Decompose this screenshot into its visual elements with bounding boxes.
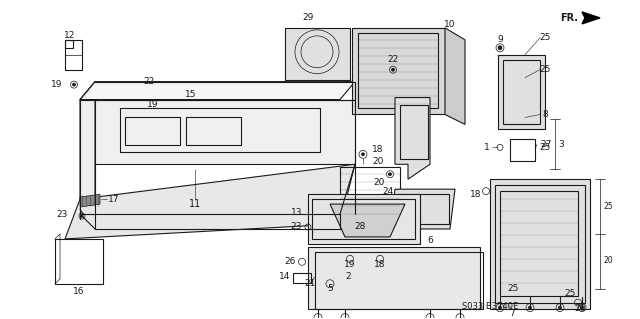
Circle shape bbox=[580, 306, 584, 309]
Text: 22: 22 bbox=[144, 77, 155, 86]
Polygon shape bbox=[80, 194, 100, 207]
Text: 25: 25 bbox=[540, 65, 550, 74]
Polygon shape bbox=[65, 164, 355, 239]
Text: 23: 23 bbox=[56, 210, 68, 219]
Text: 2: 2 bbox=[345, 272, 351, 281]
Bar bbox=[293, 273, 311, 283]
Bar bbox=[312, 199, 415, 239]
Text: 7: 7 bbox=[509, 309, 515, 318]
Bar bbox=[495, 185, 585, 303]
Polygon shape bbox=[80, 82, 355, 100]
Text: 21: 21 bbox=[304, 279, 316, 288]
Polygon shape bbox=[498, 55, 545, 130]
Text: 13: 13 bbox=[291, 208, 302, 217]
Text: FR.: FR. bbox=[560, 13, 578, 23]
Circle shape bbox=[529, 306, 531, 309]
Text: 19: 19 bbox=[344, 260, 356, 269]
Bar bbox=[397, 194, 449, 224]
Bar bbox=[510, 139, 535, 161]
Text: 8: 8 bbox=[542, 110, 548, 119]
Text: 29: 29 bbox=[302, 13, 314, 22]
Text: 15: 15 bbox=[185, 90, 196, 99]
Polygon shape bbox=[582, 12, 600, 24]
Circle shape bbox=[392, 68, 394, 71]
Text: 17: 17 bbox=[108, 195, 120, 204]
Circle shape bbox=[499, 306, 502, 309]
Text: 3: 3 bbox=[558, 140, 564, 149]
Bar bbox=[503, 60, 540, 124]
Text: 18: 18 bbox=[374, 260, 386, 269]
Polygon shape bbox=[390, 189, 455, 229]
Text: S033 B3740E: S033 B3740E bbox=[462, 302, 518, 311]
Bar bbox=[120, 108, 320, 152]
Polygon shape bbox=[308, 194, 420, 244]
Text: 14: 14 bbox=[278, 272, 290, 281]
Polygon shape bbox=[395, 98, 430, 179]
Text: 1: 1 bbox=[484, 143, 490, 152]
Text: 19: 19 bbox=[147, 100, 158, 109]
Bar bbox=[125, 117, 180, 145]
Text: 19: 19 bbox=[51, 80, 62, 89]
Text: 24: 24 bbox=[382, 187, 394, 196]
Text: 20: 20 bbox=[372, 157, 383, 166]
Text: 25: 25 bbox=[508, 284, 518, 293]
Circle shape bbox=[388, 173, 392, 176]
Text: 18: 18 bbox=[470, 189, 481, 199]
Circle shape bbox=[362, 153, 365, 156]
Text: 16: 16 bbox=[73, 287, 84, 296]
Polygon shape bbox=[285, 28, 350, 80]
Text: 25: 25 bbox=[540, 33, 550, 42]
Text: 27: 27 bbox=[540, 140, 552, 149]
Text: 5: 5 bbox=[327, 284, 333, 293]
Text: 23: 23 bbox=[291, 222, 302, 232]
Text: 9: 9 bbox=[497, 35, 503, 44]
Polygon shape bbox=[95, 100, 355, 164]
Text: 20: 20 bbox=[574, 304, 586, 313]
Polygon shape bbox=[80, 100, 95, 214]
Polygon shape bbox=[308, 247, 480, 308]
Bar bbox=[55, 239, 103, 284]
Circle shape bbox=[559, 306, 561, 309]
Bar bbox=[340, 167, 400, 217]
Text: 11: 11 bbox=[189, 199, 201, 209]
Text: 25: 25 bbox=[540, 143, 550, 152]
Bar bbox=[186, 117, 241, 145]
Text: 25: 25 bbox=[564, 289, 576, 298]
Circle shape bbox=[498, 46, 502, 50]
Polygon shape bbox=[330, 204, 405, 237]
Bar bbox=[358, 33, 438, 108]
Text: 10: 10 bbox=[444, 20, 456, 29]
Polygon shape bbox=[352, 28, 445, 115]
Text: 28: 28 bbox=[355, 222, 365, 232]
Text: 20: 20 bbox=[603, 256, 612, 265]
Circle shape bbox=[72, 83, 76, 86]
Text: 26: 26 bbox=[285, 257, 296, 266]
Bar bbox=[172, 82, 194, 96]
Bar bbox=[400, 105, 428, 159]
Text: 25: 25 bbox=[603, 202, 612, 211]
Circle shape bbox=[166, 103, 170, 106]
Circle shape bbox=[81, 215, 83, 217]
Circle shape bbox=[164, 86, 168, 89]
Text: 12: 12 bbox=[64, 31, 76, 40]
Bar bbox=[500, 191, 578, 296]
Text: 20: 20 bbox=[374, 178, 385, 187]
Text: 22: 22 bbox=[387, 55, 399, 64]
Text: 18: 18 bbox=[372, 145, 383, 154]
Text: 6: 6 bbox=[427, 236, 433, 245]
Bar bbox=[315, 252, 483, 308]
Polygon shape bbox=[445, 28, 465, 124]
Polygon shape bbox=[490, 179, 590, 308]
